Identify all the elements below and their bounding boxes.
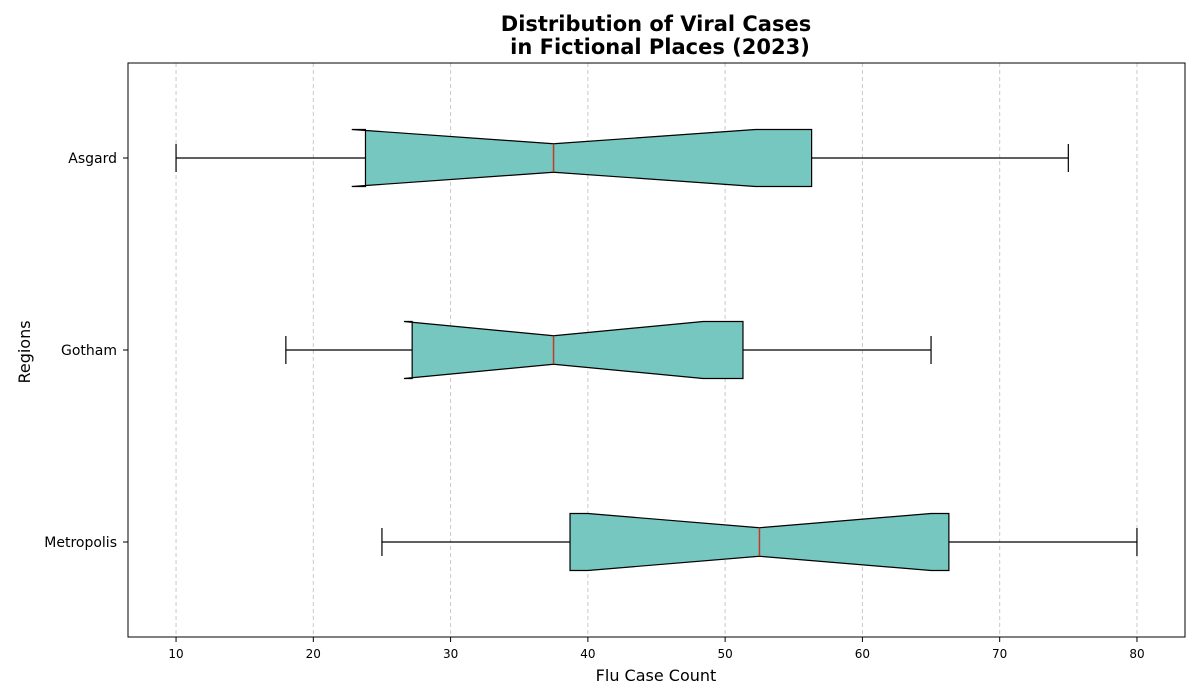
y-tick-label: Asgard (68, 151, 117, 167)
x-axis-title: Flu Case Count (596, 666, 717, 685)
x-tick-label: 40 (580, 647, 595, 661)
x-tick-label: 30 (443, 647, 458, 661)
x-tick-label: 80 (1129, 647, 1144, 661)
boxes (175, 128, 1138, 572)
x-tick-label: 50 (717, 647, 732, 661)
y-tick-label: Gotham (61, 343, 117, 359)
y-tick-label: Metropolis (44, 535, 117, 551)
chart-title-line-1: Distribution of Viral Cases (501, 12, 811, 36)
box-body (351, 128, 813, 188)
y-axis-ticks: Asgard Gotham Metropolis (44, 151, 128, 551)
box-asgard (175, 128, 1069, 188)
x-tick-label: 10 (168, 647, 183, 661)
box-body (403, 320, 744, 380)
x-axis-ticks: 10 20 30 40 50 60 70 80 (168, 637, 1145, 661)
x-tick-label: 20 (306, 647, 321, 661)
y-axis-title: Regions (15, 320, 34, 383)
box-metropolis (381, 512, 1138, 572)
x-tick-label: 60 (855, 647, 870, 661)
x-tick-label: 70 (992, 647, 1007, 661)
chart-title: Distribution of Viral Cases in Fictional… (501, 12, 811, 59)
chart-title-line-2: in Fictional Places (2023) (510, 35, 810, 59)
box-gotham (285, 320, 932, 380)
